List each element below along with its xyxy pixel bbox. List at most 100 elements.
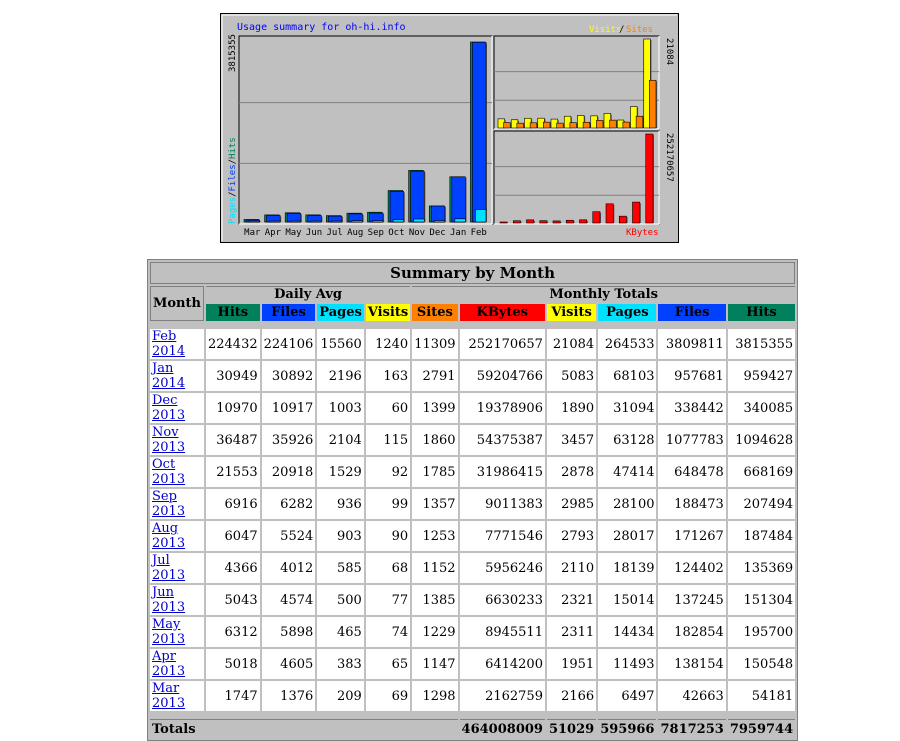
cell-kbytes: 6414200: [459, 649, 545, 679]
cell-d-hits: 6312: [205, 617, 260, 647]
bar-sites-may: [529, 122, 538, 129]
table-row: Feb 2014 224432 224106 15560 1240 11309 252170…: [150, 329, 796, 359]
bar-pages-mar: [248, 220, 260, 223]
totals-pages: 595966: [598, 719, 657, 738]
cell-sites: 1253: [412, 521, 458, 551]
month-link[interactable]: Jul 2013: [152, 553, 186, 583]
usage-chart-svg: Usage summary for oh-hi.info Visits / Sites…: [221, 14, 678, 242]
cell-d-pages: 1003: [317, 393, 364, 423]
cell-d-files: 6282: [261, 489, 316, 519]
cell-d-visits: 92: [365, 457, 411, 487]
cell-d-hits: 10970: [205, 393, 260, 423]
cell-sites: 1298: [412, 681, 458, 711]
cell-hits: 3815355: [727, 329, 796, 359]
legend-visits: Visits: [589, 25, 622, 35]
month-link[interactable]: Mar 2013: [152, 681, 186, 711]
cell-d-hits: 5043: [205, 585, 260, 615]
bar-sites-oct: [596, 120, 604, 129]
left-ymax-label: 3815355: [228, 34, 238, 72]
x-tick-oct: Oct: [388, 228, 404, 238]
cell-pages: 47414: [598, 457, 657, 487]
cell-visits: 2878: [546, 457, 597, 487]
bar-pages-dec: [433, 220, 446, 223]
month-link[interactable]: May 2013: [152, 617, 186, 647]
cell-d-visits: 77: [365, 585, 411, 615]
cell-kbytes: 5956246: [459, 553, 545, 583]
monthly-visits-header: Visits: [546, 304, 597, 321]
cell-d-files: 5524: [261, 521, 316, 551]
bar-files-feb: [472, 41, 487, 223]
monthly-files-header: Files: [658, 304, 726, 321]
month-link[interactable]: Nov 2013: [152, 425, 186, 455]
chart-title: Usage summary for oh-hi.info: [237, 22, 406, 33]
cell-visits: 2110: [546, 553, 597, 583]
bar-pages-oct: [392, 219, 404, 223]
table-row: Nov 2013 36487 35926 2104 115 1860 54375387 345…: [150, 425, 796, 455]
totals-row: Totals 464008009 51029 595966 7817253 79…: [150, 719, 796, 738]
table-row: Oct 2013 21553 20918 1529 92 1785 31986415 2878…: [150, 457, 796, 487]
month-cell: Jun 2013: [150, 585, 204, 615]
cell-kbytes: 8945511: [459, 617, 545, 647]
bar-kbytes-feb: [645, 133, 654, 224]
x-tick-feb: Feb: [471, 228, 487, 238]
cell-hits: 340085: [727, 393, 796, 423]
month-link[interactable]: Jun 2013: [152, 585, 186, 615]
right-top-ymax-label: 21084: [664, 38, 674, 65]
left-legend-slash: /: [228, 159, 238, 164]
cell-d-hits: 6916: [205, 489, 260, 519]
month-link[interactable]: Jan 2014: [152, 361, 186, 391]
cell-visits: 2166: [546, 681, 597, 711]
x-tick-jan: Jan: [450, 228, 466, 238]
cell-files: 124402: [658, 553, 726, 583]
cell-d-files: 4012: [261, 553, 316, 583]
bar-pages-sep: [372, 220, 384, 223]
cell-d-files: 20918: [261, 457, 316, 487]
bar-kbytes-jun: [539, 220, 548, 224]
cell-d-pages: 2196: [317, 361, 364, 391]
bar-pages-jan: [454, 218, 466, 223]
totals-label: Totals: [150, 719, 458, 738]
bar-sites-feb: [649, 79, 657, 129]
bar-kbytes-may: [526, 219, 535, 224]
cell-d-visits: 74: [365, 617, 411, 647]
left-legend-hits: Hits: [228, 137, 238, 159]
daily-files-header: Files: [261, 304, 316, 321]
x-tick-apr: Apr: [265, 228, 282, 238]
x-tick-may: May: [285, 228, 302, 238]
cell-kbytes: 31986415: [459, 457, 545, 487]
month-link[interactable]: Dec 2013: [152, 393, 186, 423]
month-link[interactable]: Apr 2013: [152, 649, 186, 679]
cell-d-files: 4574: [261, 585, 316, 615]
month-link[interactable]: Feb 2014: [152, 329, 186, 359]
cell-pages: 14434: [598, 617, 657, 647]
bar-files-oct: [389, 191, 404, 223]
cell-sites: 1399: [412, 393, 458, 423]
bar-pages-feb: [475, 209, 487, 223]
cell-visits: 1890: [546, 393, 597, 423]
header-spacer: [150, 323, 796, 327]
cell-visits: 2321: [546, 585, 597, 615]
month-link[interactable]: Aug 2013: [152, 521, 186, 551]
left-legend-files: Files: [228, 164, 238, 191]
month-cell: Oct 2013: [150, 457, 204, 487]
bar-kbytes-dec: [618, 215, 627, 224]
cell-hits: 668169: [727, 457, 796, 487]
monthly-sites-header: Sites: [412, 304, 458, 321]
cell-pages: 31094: [598, 393, 657, 423]
cell-pages: 6497: [598, 681, 657, 711]
cell-files: 1077783: [658, 425, 726, 455]
cell-visits: 2985: [546, 489, 597, 519]
month-link[interactable]: Sep 2013: [152, 489, 186, 519]
x-tick-aug: Aug: [347, 228, 363, 238]
month-link[interactable]: Oct 2013: [152, 457, 186, 487]
bar-kbytes-mar: [499, 221, 508, 224]
cell-d-visits: 99: [365, 489, 411, 519]
cell-d-hits: 6047: [205, 521, 260, 551]
table-row: Dec 2013 10970 10917 1003 60 1399 19378906 1890…: [150, 393, 796, 423]
cell-sites: 1147: [412, 649, 458, 679]
table-row: Mar 2013 1747 1376 209 69 1298 2162759 2166 6497…: [150, 681, 796, 711]
cell-d-hits: 1747: [205, 681, 260, 711]
cell-d-hits: 30949: [205, 361, 260, 391]
legend-sites: Sites: [626, 25, 653, 35]
month-cell: Sep 2013: [150, 489, 204, 519]
